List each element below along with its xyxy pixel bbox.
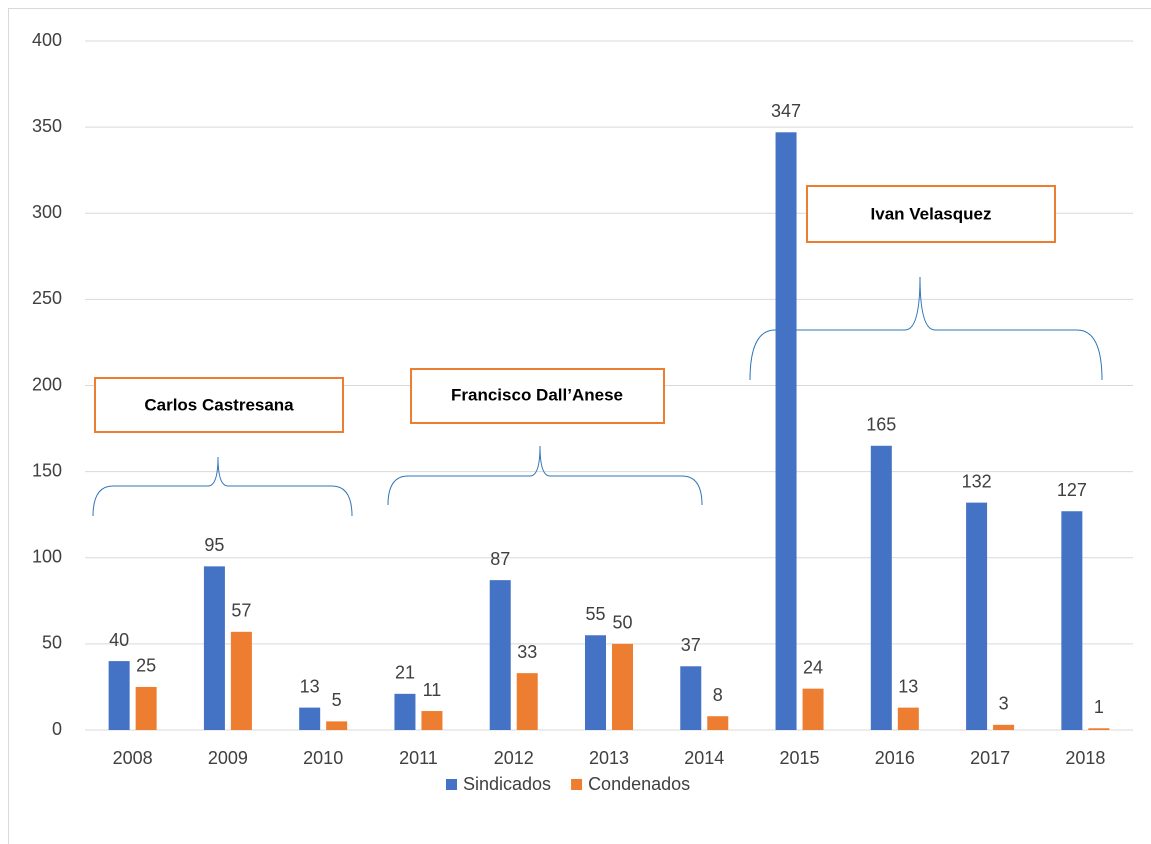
x-tick-label: 2018 (1065, 748, 1105, 768)
y-tick-label: 400 (32, 30, 62, 50)
legend-swatch (571, 779, 583, 790)
annotation-box (94, 377, 344, 433)
y-tick-label: 300 (32, 202, 62, 222)
legend-label: Condenados (588, 774, 690, 794)
value-label: 24 (803, 657, 823, 677)
bar (326, 721, 348, 730)
value-label: 40 (109, 630, 129, 650)
value-label: 5 (332, 690, 342, 710)
value-label: 55 (585, 604, 605, 624)
value-label: 8 (713, 685, 723, 705)
bar (775, 132, 797, 731)
bar (230, 631, 252, 730)
x-tick-label: 2008 (113, 748, 153, 768)
x-tick-label: 2015 (780, 748, 820, 768)
y-tick-label: 200 (32, 374, 62, 394)
value-label: 87 (490, 549, 510, 569)
bar (870, 445, 892, 730)
value-label: 3 (999, 694, 1009, 714)
bar (612, 643, 633, 730)
bar (299, 707, 321, 730)
x-tick-label: 2017 (970, 748, 1010, 768)
bar (707, 716, 729, 730)
y-tick-label: 350 (32, 116, 62, 136)
value-label: 13 (300, 676, 320, 696)
bar (680, 666, 702, 730)
bar (203, 566, 225, 730)
annotation-box (806, 185, 1056, 243)
y-tick-label: 100 (32, 547, 62, 567)
bar (135, 686, 157, 730)
x-tick-label: 2016 (875, 748, 915, 768)
value-label: 37 (681, 635, 701, 655)
brace (749, 276, 1103, 381)
value-label: 347 (771, 101, 801, 121)
bar (516, 673, 538, 730)
annotation: Ivan Velasquez (871, 204, 992, 223)
value-label: 165 (866, 415, 896, 435)
bar (108, 661, 130, 730)
value-label: 11 (423, 680, 442, 700)
legend-swatch (446, 779, 457, 790)
value-label: 25 (136, 656, 156, 676)
value-label: 57 (231, 601, 251, 621)
x-tick-label: 2012 (494, 748, 534, 768)
y-tick-label: 150 (32, 460, 62, 480)
x-tick-label: 2010 (303, 748, 343, 768)
value-label: 33 (517, 642, 537, 662)
bar (394, 693, 416, 730)
x-tick-label: 2014 (684, 748, 724, 768)
bar (585, 635, 606, 730)
bar (489, 580, 511, 730)
chart-border (8, 8, 1151, 844)
y-tick-label: 50 (42, 633, 62, 653)
brace (92, 456, 353, 517)
brace (387, 445, 703, 506)
bar (421, 711, 443, 730)
legend-label: Sindicados (463, 774, 551, 794)
bar (802, 688, 824, 730)
y-tick-label: 250 (32, 288, 62, 308)
value-label: 21 (395, 663, 415, 683)
y-tick-label: 0 (52, 719, 62, 739)
annotation: Carlos Castresana (144, 395, 294, 414)
bar (1061, 511, 1083, 730)
value-label: 50 (612, 613, 632, 633)
x-tick-label: 2009 (208, 748, 248, 768)
annotation-box (410, 368, 665, 424)
x-tick-label: 2011 (399, 748, 438, 768)
bar (1088, 728, 1110, 730)
value-label: 127 (1057, 480, 1087, 500)
value-label: 1 (1094, 697, 1104, 717)
value-label: 95 (204, 535, 224, 555)
bar (966, 502, 988, 730)
value-label: 132 (962, 471, 992, 491)
annotation: Francisco Dall’Anese (451, 385, 623, 404)
value-label: 13 (898, 676, 918, 696)
x-tick-label: 2013 (589, 748, 629, 768)
bar (897, 707, 919, 730)
bar (993, 724, 1015, 730)
